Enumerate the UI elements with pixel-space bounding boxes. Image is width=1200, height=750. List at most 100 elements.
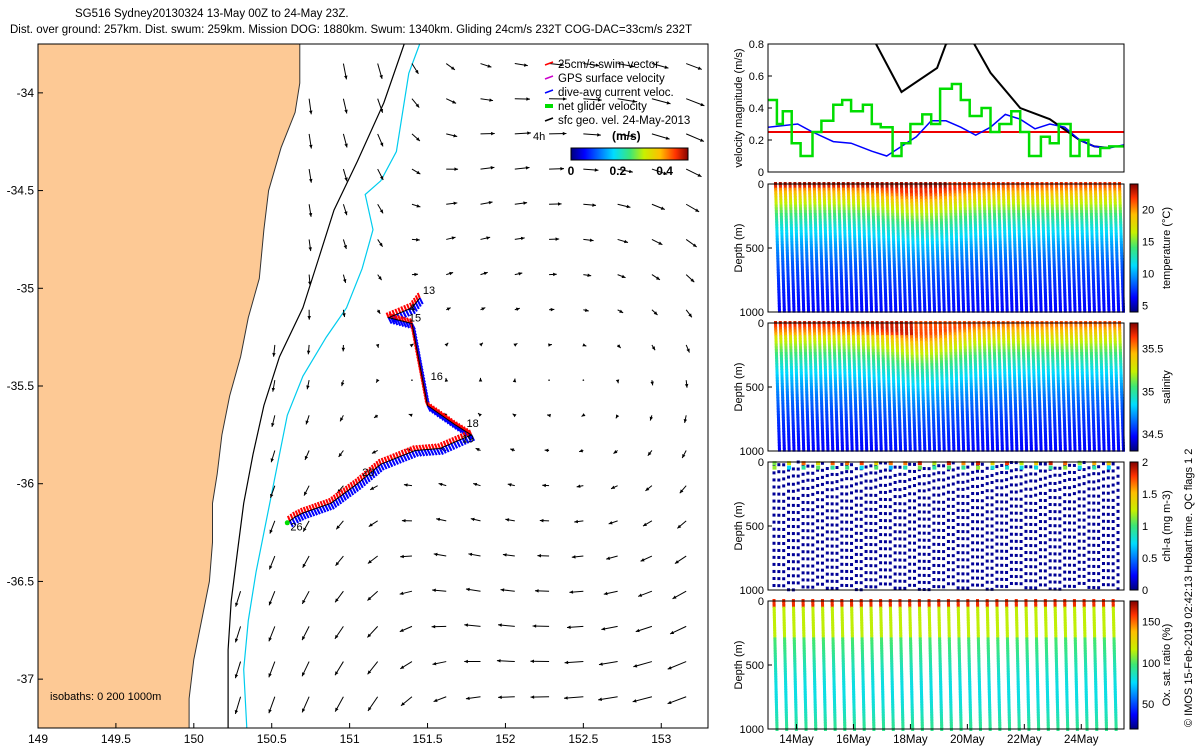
sample-point [808,204,812,209]
dac-vector [441,446,447,454]
sample-point [856,193,860,198]
sample-point [964,224,968,229]
sample-point [999,258,1003,263]
sample-point [891,232,895,237]
arrow-head [271,422,275,427]
swim-vector [406,317,410,324]
arrow-dot [548,379,550,381]
sample-point [979,238,983,243]
colorbar-cell [582,148,584,160]
sample-point [805,269,809,274]
sample-point [1018,258,1022,263]
sample-point [816,291,820,296]
sample-point [965,266,969,271]
sample-point [794,221,798,226]
colorbar-cell [641,148,643,160]
sample-point [867,215,871,220]
sample-point [820,272,824,277]
colorbar-cell [656,148,658,160]
sample-point [817,184,821,189]
sample-point [852,198,856,203]
sample-point [905,201,909,206]
sample-point [979,246,983,251]
swim-vector [342,487,347,493]
arrow-head [408,413,413,418]
arrow-head [478,413,482,417]
dac-vector [301,512,307,520]
sample-point [795,258,799,263]
sample-point [1027,229,1031,234]
sample-point [1022,232,1026,237]
sample-point [833,232,837,237]
dac-vector [411,451,417,459]
sample-point [1038,272,1042,277]
sample-point [1004,277,1008,282]
sample-point [830,283,834,288]
sample-point [1040,196,1044,201]
dac-vector [431,408,437,416]
sample-point [876,201,880,206]
sample-point [847,218,851,223]
sample-point [925,232,929,237]
sample-point [998,243,1002,248]
sample-point [1012,227,1016,232]
sample-point [834,255,838,260]
sample-point [916,243,920,248]
sample-point [867,221,871,226]
sample-point [1042,243,1046,248]
sample-point [963,210,967,215]
day-label: 20 [362,467,374,479]
sample-point [799,215,803,220]
sample-point [806,294,810,299]
swim-vector [415,444,420,451]
sample-point [999,277,1003,282]
sample-point [824,246,828,251]
sample-point [983,229,987,234]
colorbar-cell [676,148,678,160]
sample-point [960,243,964,248]
sample-point [876,221,880,226]
sample-point [984,241,988,246]
sample-point [822,193,826,198]
sample-point [963,196,967,201]
sample-point [1028,252,1032,257]
sample-point [1010,294,1014,299]
sample-point [853,232,857,237]
sample-point [882,241,886,246]
sample-point [940,238,944,243]
dac-vector [342,493,347,501]
sample-point [895,190,899,195]
sample-point [805,260,809,265]
sample-point [1011,184,1015,189]
sample-point [861,190,865,195]
y-tick-label: -34.5 [7,184,35,198]
colorbar-cell [611,148,613,160]
sample-point [864,277,868,282]
sample-point [900,198,904,203]
sample-point [780,238,784,243]
sample-point [902,263,906,268]
sample-point [1016,201,1020,206]
sample-point [905,193,909,198]
sample-point [869,300,873,305]
sample-point [789,212,793,217]
sample-point [939,215,943,220]
sample-point [815,266,819,271]
sample-point [1017,215,1021,220]
y-tick-label: -34 [17,86,35,100]
sample-point [878,260,882,265]
dac-vector [361,479,366,487]
sample-point [884,303,888,308]
sample-point [850,294,854,299]
sample-point [810,274,814,279]
sample-point [805,246,809,251]
dac-vector [405,453,411,461]
arrow-head [518,272,523,276]
sample-point [905,196,909,201]
sample-point [960,263,964,268]
colorbar-cell [594,148,596,160]
sample-point [1011,190,1015,195]
sample-point [838,235,842,240]
sample-point [963,204,967,209]
sample-point [947,291,951,296]
